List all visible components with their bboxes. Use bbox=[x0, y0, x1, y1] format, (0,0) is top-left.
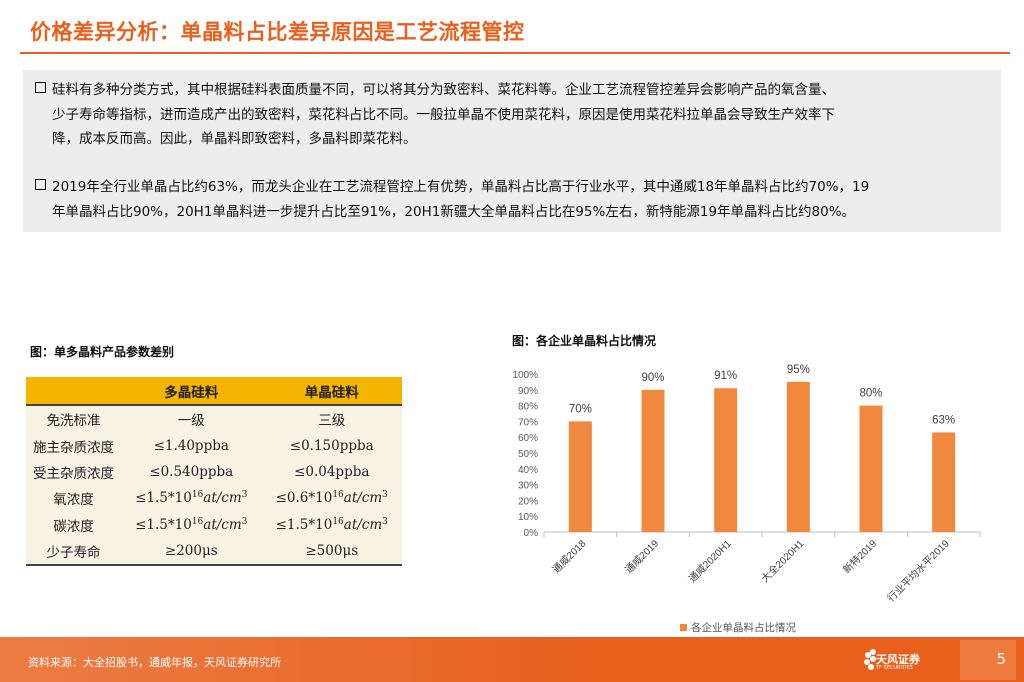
mono-unit-exponent: 3 bbox=[382, 490, 388, 501]
y-tick-label: 50% bbox=[518, 449, 538, 460]
data-label: 70% bbox=[569, 403, 592, 415]
row-label: 免洗标准 bbox=[46, 413, 101, 430]
data-label: 91% bbox=[714, 370, 737, 382]
poly-exponent: 16 bbox=[191, 516, 204, 527]
table-header-row: 多晶硅料 单晶硅料 bbox=[26, 377, 402, 407]
poly-value: 一级 bbox=[177, 413, 205, 430]
x-tick-label: 行业平均水平2019 bbox=[884, 537, 952, 605]
page-title: 价格差异分析：单晶料占比差异原因是工艺流程管控 bbox=[30, 20, 525, 44]
table-row: 少子寿命 ≥200μs ≥500μs bbox=[26, 537, 402, 567]
mono-unit: at/cm bbox=[343, 516, 383, 533]
bar bbox=[859, 405, 883, 532]
table-row: 施主杂质浓度 ≤1.40ppba ≤0.150ppba bbox=[26, 433, 402, 459]
table-row: 受主杂质浓度 ≤0.540ppba ≤0.04ppba bbox=[26, 459, 402, 485]
logo-name: 天风证券 bbox=[876, 653, 920, 666]
row-label: 少子寿命 bbox=[26, 537, 121, 567]
row-label: 氧浓度 bbox=[53, 492, 94, 509]
table-row: 碳浓度 ≤1.5*1016at/cm3 ≤1.5*1016at/cm3 bbox=[26, 511, 402, 537]
bar bbox=[932, 432, 956, 532]
y-tick-label: 40% bbox=[518, 465, 538, 476]
y-tick-label: 20% bbox=[518, 496, 538, 507]
mono-value: ≤0.04ppba bbox=[294, 464, 370, 481]
mono-value: 三级 bbox=[318, 413, 346, 430]
mono-exponent: 16 bbox=[332, 516, 344, 527]
row-label: 碳浓度 bbox=[53, 518, 94, 535]
x-tick-label: 通威2018 bbox=[549, 537, 588, 576]
bullet-2-line-1: 2019年全行业单晶占比约63%，而龙头企业在工艺流程管控上有优势，单晶料占比高… bbox=[52, 179, 870, 195]
logo-flower-icon bbox=[864, 649, 876, 670]
table-header-poly: 多晶硅料 bbox=[121, 377, 262, 407]
y-tick-label: 80% bbox=[518, 402, 538, 413]
table-header-mono: 单晶硅料 bbox=[261, 377, 402, 407]
page-number: 5 bbox=[960, 640, 1016, 680]
poly-unit: at/cm bbox=[203, 516, 242, 533]
bullet-1-line-3: 降，成本反而高。因此，单晶料即致密料，多晶料即菜花料。 bbox=[52, 131, 417, 147]
bullet-item-2: 2019年全行业单晶占比约63%，而龙头企业在工艺流程管控上有优势，单晶料占比高… bbox=[35, 175, 869, 224]
poly-exponent: 16 bbox=[191, 490, 204, 501]
y-tick-label: 30% bbox=[518, 481, 538, 492]
data-label: 63% bbox=[932, 414, 955, 426]
mono-value: ≤0.6*1016at/cm3 bbox=[262, 485, 403, 511]
bar bbox=[714, 388, 738, 532]
mono-exponent: 16 bbox=[332, 490, 344, 501]
mono-value: ≤1.5*1016at/cm3 bbox=[262, 511, 403, 537]
footer-band bbox=[0, 637, 1024, 682]
bar-chart: 0% 10% 20% 30% 40% 50% 60% 70% 80% 90% 100% 70% 通威20… bbox=[512, 364, 981, 634]
poly-unit-exponent: 3 bbox=[241, 490, 248, 501]
poly-value: ≤1.40ppba bbox=[153, 437, 229, 454]
mono-value: ≥500μs bbox=[261, 537, 402, 567]
bar bbox=[641, 389, 665, 532]
mono-unit: at/cm bbox=[343, 490, 383, 507]
title-divider bbox=[20, 52, 1010, 54]
y-tick-label: 60% bbox=[518, 433, 538, 444]
source-note: 资料来源：大全招股书，通威年报，天风证券研究所 bbox=[28, 656, 281, 669]
y-tick-label: 10% bbox=[518, 512, 538, 523]
checkbox-bullet-icon bbox=[35, 179, 46, 190]
x-tick-label: 新特2019 bbox=[840, 537, 879, 576]
x-tick-label: 大全2020H1 bbox=[758, 537, 806, 585]
data-label: 90% bbox=[641, 372, 664, 384]
poly-unit: at/cm bbox=[203, 490, 242, 507]
legend-label: 各企业单晶料占比情况 bbox=[691, 621, 796, 634]
bar bbox=[786, 381, 810, 532]
x-tick-label: 通威2019 bbox=[622, 537, 661, 576]
table-header-blank bbox=[26, 377, 121, 407]
poly-value: ≤1.5*1016at/cm3 bbox=[121, 511, 262, 537]
y-tick-label: 0% bbox=[524, 528, 539, 539]
bullet-2-line-2: 年单晶料占比90%，20H1单晶料进一步提升占比至91%，20H1新疆大全单晶料… bbox=[52, 203, 856, 220]
chart-caption: 图：各企业单晶料占比情况 bbox=[512, 334, 657, 348]
table-row: 免洗标准 一级 三级 bbox=[26, 405, 402, 432]
table-row: 氧浓度 ≤1.5*1016at/cm3 ≤0.6*1016at/cm3 bbox=[26, 485, 402, 511]
mono-prefix: ≤1.5*10 bbox=[275, 516, 333, 533]
mono-unit-exponent: 3 bbox=[382, 516, 388, 527]
y-tick-label: 90% bbox=[518, 386, 538, 397]
row-label: 施主杂质浓度 bbox=[33, 439, 114, 456]
table-caption: 图：单多晶料产品参数差别 bbox=[30, 345, 175, 359]
poly-unit-exponent: 3 bbox=[241, 516, 248, 527]
poly-prefix: ≤1.5*10 bbox=[135, 516, 192, 533]
y-tick-label: 70% bbox=[518, 417, 538, 428]
x-tick-label: 通威2020H1 bbox=[686, 537, 734, 585]
parameter-table: 多晶硅料 单晶硅料 免洗标准 一级 三级 施主杂质浓度 ≤1.40ppba ≤0… bbox=[26, 377, 402, 567]
logo-english: TF SECURITIES bbox=[876, 665, 913, 671]
bar bbox=[568, 421, 592, 532]
poly-value: ≤1.5*1016at/cm3 bbox=[121, 485, 262, 511]
data-label: 80% bbox=[859, 388, 882, 400]
mono-prefix: ≤0.6*10 bbox=[275, 490, 333, 507]
bullet-item-1: 硅料有多种分类方式，其中根据硅料表面质量不同，可以将其分为致密料、菜花料等。企业… bbox=[35, 78, 835, 152]
checkbox-bullet-icon bbox=[35, 82, 46, 93]
poly-prefix: ≤1.5*10 bbox=[135, 490, 192, 507]
data-label: 95% bbox=[787, 364, 810, 376]
bullet-1-line-1: 硅料有多种分类方式，其中根据硅料表面质量不同，可以将其分为致密料、菜花料等。企业… bbox=[52, 82, 835, 98]
poly-value: ≥200μs bbox=[121, 537, 262, 567]
bullet-1-line-2: 少子寿命等指标，进而造成产出的致密料，菜花料占比不同。一般拉单晶不使用菜花料，原… bbox=[52, 106, 835, 123]
summary-panel: 硅料有多种分类方式，其中根据硅料表面质量不同，可以将其分为致密料、菜花料等。企业… bbox=[23, 70, 1001, 232]
y-tick-label: 100% bbox=[512, 370, 538, 381]
row-label: 受主杂质浓度 bbox=[33, 466, 114, 483]
mono-value: ≤0.150ppba bbox=[289, 437, 374, 454]
legend-swatch bbox=[680, 624, 687, 631]
poly-value: ≤0.540ppba bbox=[149, 464, 234, 481]
